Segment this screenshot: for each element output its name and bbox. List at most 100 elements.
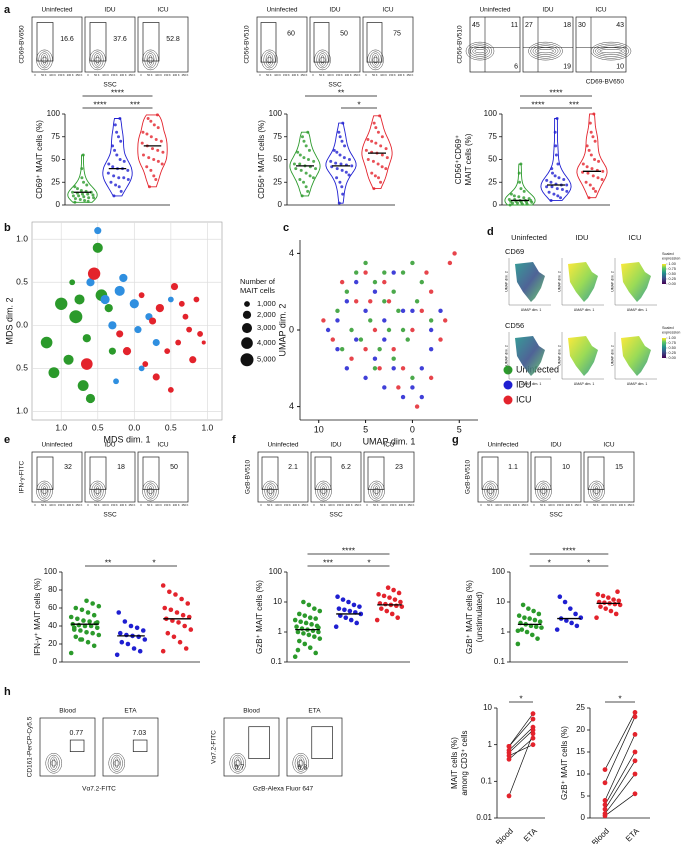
flow-x-tick: 50 K [41,73,47,77]
data-point [581,162,585,166]
violin [361,115,393,190]
flow-x-tick: 200 K [120,503,127,507]
data-point [376,592,381,597]
panel-label: c [283,222,289,234]
data-point [549,198,553,202]
scatter-point [419,394,424,400]
flow-x-tick: 250 K [355,503,362,507]
data-point [347,608,353,614]
bubble [87,267,101,280]
flow-contour [267,55,272,65]
data-point [154,178,158,182]
data-point [292,617,298,623]
flow-contour [588,480,605,502]
data-point [632,749,638,755]
data-point [552,192,556,196]
data-point [611,597,616,602]
data-point [302,156,306,160]
scatter-point [325,327,331,333]
data-point [86,192,90,196]
scatter-point [443,318,448,323]
flow-group-header: IDU [104,442,116,449]
flow-contour [593,487,600,495]
scatter-point [438,337,443,342]
y-tick-label: 0 [56,200,61,209]
data-point [555,117,559,121]
data-point [370,139,374,143]
scatter-point [391,356,396,361]
data-point [337,201,341,205]
colorbar-title: Scaled [662,326,674,330]
data-point [156,148,160,152]
data-point [317,636,323,641]
data-point [520,602,526,608]
flow-contour [594,486,599,496]
flow-contour [299,758,303,769]
flow-x-tick: 100 K [49,503,56,507]
flow-x-label: CD69-BV650 [586,79,625,86]
flow-group-header: IDU [542,7,554,14]
flow-contour [368,480,385,502]
data-point [161,150,165,154]
data-point [549,180,553,184]
data-point [176,620,181,625]
data-point [122,176,126,180]
data-point [557,594,563,600]
data-point [313,650,319,656]
bubble [82,334,91,343]
scatter-point [410,327,415,333]
flow-frame [257,451,309,503]
flow-y-label: IFN-γ-FITC [19,460,26,493]
flow-x-tick: 50 K [540,503,546,507]
data-point [91,612,97,618]
scatter-point [400,394,406,400]
data-point [560,188,564,192]
data-point [73,200,77,204]
flow-contour [234,760,241,767]
scatter-point [428,318,434,323]
flow-contour [261,49,278,71]
colorbar-tick-label: 0.25 [669,351,676,355]
data-point [292,654,298,660]
flow-contour [262,480,279,502]
quadrant-value: 6 [514,63,518,70]
bubble [77,380,89,392]
data-point [342,156,346,160]
flow-contour [592,43,630,59]
scatter-point [386,299,392,304]
data-point [588,183,592,187]
colorbar-tick-label: 0.75 [669,341,676,345]
flow-group-header: Blood [59,708,76,715]
y-axis-label: among CD3⁺ cells [460,730,469,795]
row-label: CD56 [505,321,524,330]
flow-contour [93,53,102,67]
y-tick-label: 100 [44,567,58,576]
flow-frame [310,451,362,503]
scatter-point [382,279,387,285]
y-tick-label: 4 [289,248,294,258]
data-point [173,592,178,597]
scatter-point [396,308,401,314]
flow-contour [592,484,601,498]
scatter-point [419,366,424,371]
flow-contour [317,482,330,500]
data-point [522,196,526,200]
data-point [307,148,311,152]
data-point [302,641,308,647]
colorbar-title: Scaled [662,252,674,256]
flow-group-header: ETA [124,708,137,715]
data-point [79,188,83,192]
pair-line [604,712,636,770]
data-point [140,141,144,145]
flow-contour [233,756,242,770]
data-point [341,121,345,125]
scatter-point [428,346,434,352]
flow-contour [319,484,328,498]
data-point [296,150,300,154]
bubble [142,361,149,367]
data-point [562,178,566,182]
flow-x-tick: 0 [87,73,89,77]
flow-contour [231,754,244,772]
data-point [79,607,85,613]
data-point [565,183,569,187]
